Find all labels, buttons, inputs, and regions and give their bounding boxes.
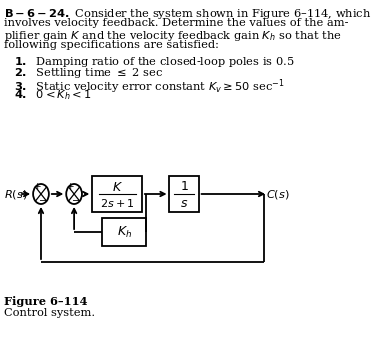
Text: −: − — [38, 196, 47, 206]
Text: −: − — [71, 196, 80, 206]
Text: $s$: $s$ — [180, 197, 188, 209]
Text: $\bf{1.}$  Damping ratio of the closed-loop poles is 0.5: $\bf{1.}$ Damping ratio of the closed-lo… — [14, 55, 294, 69]
Text: plifier gain $K$ and the velocity feedback gain $K_h$ so that the: plifier gain $K$ and the velocity feedba… — [4, 29, 341, 43]
Bar — [92, 176, 142, 212]
Text: +: + — [67, 181, 74, 190]
Text: Control system.: Control system. — [4, 308, 95, 318]
Text: $\bf{3.}$  Static velocity error constant $K_v \geq 50$ sec$^{-1}$: $\bf{3.}$ Static velocity error constant… — [14, 77, 285, 96]
Text: Figure 6–114: Figure 6–114 — [4, 296, 88, 307]
Bar — [170, 176, 199, 212]
Text: $\bf{4.}$  $0 < K_h < 1$: $\bf{4.}$ $0 < K_h < 1$ — [14, 88, 92, 102]
Text: $2s+1$: $2s+1$ — [100, 197, 134, 209]
Text: +: + — [33, 181, 41, 190]
Text: following specifications are satisfied:: following specifications are satisfied: — [4, 40, 219, 50]
Text: $C(s)$: $C(s)$ — [267, 187, 290, 200]
Bar — [103, 218, 146, 246]
Text: $1$: $1$ — [180, 179, 188, 193]
Text: $K_h$: $K_h$ — [117, 225, 132, 239]
Text: involves velocity feedback. Determine the values of the am-: involves velocity feedback. Determine th… — [4, 18, 349, 28]
Text: $K$: $K$ — [112, 180, 123, 194]
Text: $R(s)$: $R(s)$ — [4, 187, 28, 200]
Text: $\bf{2.}$  Settling time $\leq$ 2 sec: $\bf{2.}$ Settling time $\leq$ 2 sec — [14, 66, 163, 80]
Text: $\bf{B-6-24.}$ Consider the system shown in Figure 6–114, which: $\bf{B-6-24.}$ Consider the system shown… — [4, 7, 371, 21]
